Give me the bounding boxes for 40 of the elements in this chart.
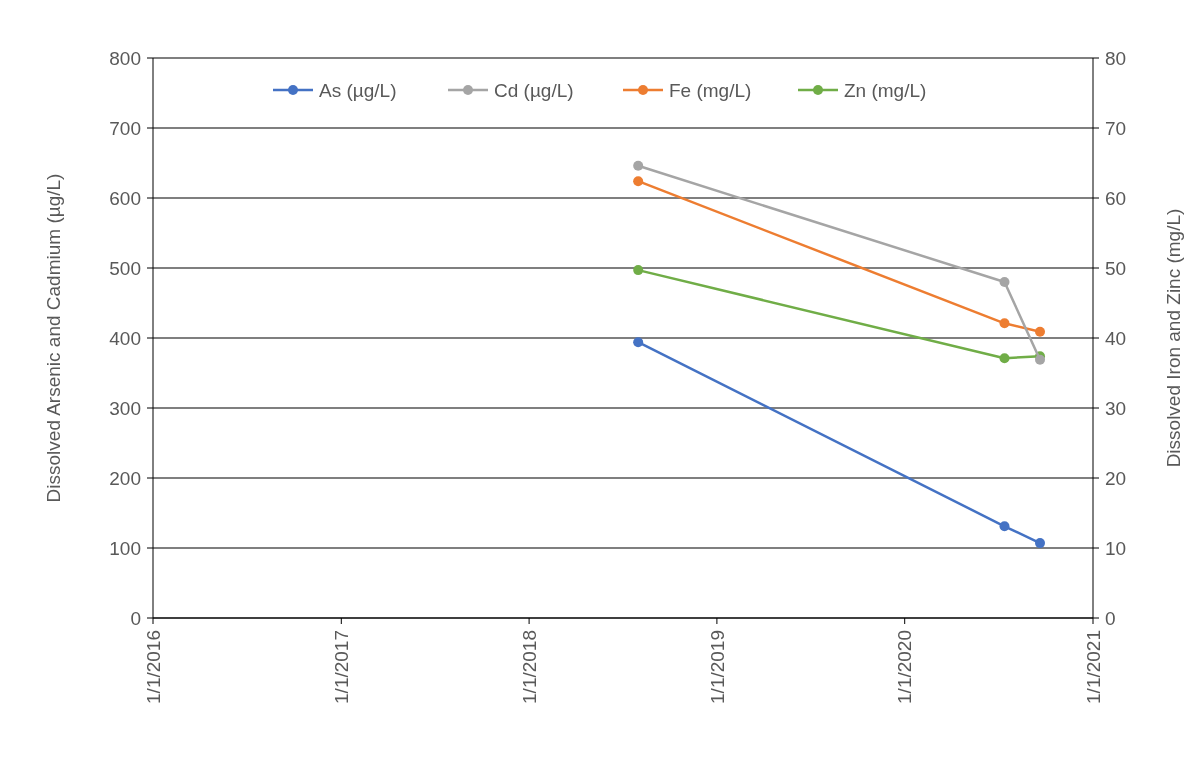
y2-tick-label: 50 — [1105, 257, 1127, 279]
point — [999, 277, 1010, 287]
point — [633, 337, 644, 348]
y2-axis-title: Dissolved Iron and Zinc (mg/L) — [1163, 208, 1184, 468]
point — [633, 265, 644, 276]
x-tick-label: 1/1/2019 — [706, 630, 728, 704]
legend-label: Fe (mg/L) — [669, 79, 752, 101]
y-tick-label: 800 — [109, 47, 141, 69]
y2-tick-label: 10 — [1105, 537, 1127, 559]
y2-tick-label: 80 — [1105, 47, 1127, 69]
legend-label: As (µg/L) — [319, 79, 397, 101]
legend-label: Cd (µg/L) — [494, 79, 574, 101]
y-tick-label: 600 — [109, 187, 141, 209]
y2-tick-label: 30 — [1105, 397, 1127, 419]
y2-tick-label: 60 — [1105, 187, 1127, 209]
y2-tick-label: 40 — [1105, 327, 1127, 349]
point — [633, 176, 644, 187]
legend-label: Zn (mg/L) — [844, 79, 927, 101]
y2-tick-label: 0 — [1105, 607, 1116, 629]
y-tick-label: 500 — [109, 257, 141, 279]
y-tick-label: 200 — [109, 467, 141, 489]
y2-tick-label: 20 — [1105, 467, 1127, 489]
y-tick-label: 400 — [109, 327, 141, 349]
point — [999, 353, 1010, 364]
x-tick-label: 1/1/2020 — [894, 630, 916, 704]
x-tick-label: 1/1/2018 — [518, 630, 540, 704]
point — [999, 318, 1010, 329]
point — [999, 521, 1010, 532]
x-tick-label: 1/1/2017 — [330, 630, 352, 704]
y-tick-label: 700 — [109, 117, 141, 139]
y-tick-label: 300 — [109, 397, 141, 419]
y2-tick-label: 70 — [1105, 117, 1127, 139]
y-tick-label: 100 — [109, 537, 141, 559]
y-axis-title: Dissolved Arsenic and Cadmium (µg/L) — [43, 173, 64, 503]
x-tick-label: 1/1/2021 — [1082, 630, 1104, 704]
point — [1035, 326, 1046, 337]
point — [633, 160, 644, 171]
x-tick-label: 1/1/2016 — [142, 630, 164, 704]
y-tick-label: 0 — [130, 607, 141, 629]
point — [1035, 538, 1046, 549]
